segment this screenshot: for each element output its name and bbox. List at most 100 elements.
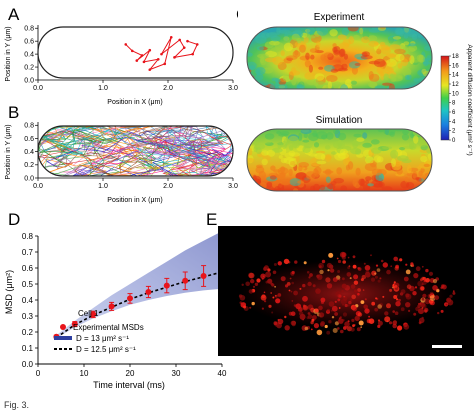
fluorescence-spot — [245, 281, 250, 287]
heatmap-speckle — [298, 162, 310, 168]
panel-a-cell-outline — [37, 26, 234, 79]
fluorescence-spot — [290, 290, 293, 293]
fluorescence-spot — [320, 300, 325, 304]
colorbar-tick-label: 16 — [452, 63, 459, 69]
fluorescence-spot — [313, 323, 319, 329]
fluorescence-spot — [336, 257, 339, 260]
heatmap-speckle — [316, 160, 327, 165]
fluorescence-spot — [277, 293, 282, 297]
heatmap-speckle — [247, 52, 253, 57]
fluorescence-spot — [424, 298, 431, 305]
heatmap-speckle — [365, 176, 372, 181]
fluorescence-spot — [393, 295, 398, 299]
fluorescence-spot — [422, 293, 427, 298]
panel-e: E — [206, 210, 474, 356]
fluorescence-spot — [347, 256, 350, 259]
fluorescence-spot — [413, 312, 417, 316]
heatmap-speckle — [276, 27, 281, 35]
heatmap-speckle — [270, 47, 282, 53]
heatmap-speckle — [297, 180, 304, 184]
heatmap-speckle — [343, 53, 348, 60]
msd-fit-d12-5 — [55, 271, 223, 339]
heatmap-speckle — [389, 44, 401, 51]
y-tick-label: 0.4 — [22, 296, 34, 305]
fluorescence-spot — [338, 317, 341, 320]
msd-point — [127, 295, 133, 302]
heatmap-speckle — [272, 56, 283, 66]
fluorescence-spot — [421, 307, 424, 309]
fluorescence-spot — [403, 276, 409, 282]
heatmap-speckle — [370, 139, 380, 145]
fluorescence-spot — [250, 279, 255, 284]
fluorescence-spot — [283, 258, 290, 265]
heatmap-speckle — [409, 55, 415, 65]
heatmap-speckle — [281, 140, 288, 150]
heatmap-speckle — [353, 133, 362, 138]
fluorescence-spot — [334, 321, 339, 326]
heatmap-speckle — [338, 132, 347, 141]
fluorescence-spot — [425, 268, 429, 273]
fluorescence-spot — [396, 298, 399, 301]
colorbar-tick-label: 2 — [452, 129, 456, 135]
fluorescence-spot — [392, 310, 396, 313]
x-tick-label: 1.0 — [98, 183, 108, 190]
x-tick-label: 2.0 — [163, 85, 173, 92]
fluorescence-spot — [346, 272, 352, 277]
heatmap-speckle — [304, 60, 311, 68]
heatmap-speckle — [333, 129, 340, 135]
fluorescence-spot — [309, 273, 313, 277]
heatmap-speckle — [263, 140, 272, 144]
fluorescence-spot — [377, 279, 381, 283]
fluorescence-spot — [420, 302, 426, 308]
fluorescence-spot — [316, 329, 323, 336]
heatmap-speckle — [382, 82, 392, 86]
colorbar-tick-label: 10 — [452, 91, 459, 97]
heatmap-speckle — [418, 54, 425, 63]
heatmap-speckle — [270, 165, 276, 171]
fluorescence-spot — [312, 284, 316, 288]
heatmap-speckle — [376, 48, 382, 55]
simulated-trajectory — [38, 126, 219, 147]
fluorescence-spot — [360, 278, 364, 282]
heatmap-speckle — [426, 55, 432, 61]
heatmap-speckle — [420, 155, 428, 163]
heatmap-speckle — [339, 148, 348, 156]
heatmap-speckle — [333, 81, 342, 89]
heatmap-speckle — [388, 37, 394, 44]
heatmap-speckle — [364, 162, 377, 172]
heatmap-speckle — [358, 178, 365, 186]
panel-a: A 0.0 1.0 2.0 3.0 0.0 0.2 0.4 0.6 0.8 Position … — [5, 5, 238, 106]
fluorescence-spot — [338, 278, 341, 281]
panel-b-trajectories — [38, 126, 233, 176]
y-tick-label: 0.4 — [24, 52, 34, 59]
fluorescence-spot — [291, 270, 295, 275]
heatmap-speckle — [309, 48, 318, 53]
heatmap-speckle — [400, 180, 410, 189]
heatmap-speckle — [273, 169, 281, 173]
heatmap-speckle — [313, 78, 319, 87]
fluorescence-spot — [350, 284, 356, 289]
fluorescence-spot — [388, 321, 393, 325]
heatmap-speckle — [330, 68, 339, 73]
x-tick-label: 3.0 — [228, 85, 238, 92]
fluorescence-spot — [308, 276, 311, 279]
fluorescence-spot — [340, 298, 347, 305]
fluorescence-spot — [327, 269, 330, 272]
heatmap-speckle — [256, 164, 263, 169]
panel-b-cell-outline — [37, 125, 234, 177]
fluorescence-spot — [414, 286, 418, 289]
fluorescence-spot — [424, 307, 429, 313]
heatmap-speckle — [271, 147, 283, 153]
fluorescence-spot — [352, 255, 356, 259]
heatmap-speckle — [348, 161, 354, 170]
panel-a-x-ticks: 0.0 1.0 2.0 3.0 — [33, 80, 238, 92]
colorbar-tick-label: 4 — [452, 119, 456, 125]
fluorescence-spot — [352, 264, 357, 269]
panel-b: B 0.0 1.0 2.0 3.0 0.0 0.2 0.4 0.6 0.8 Position … — [5, 103, 238, 204]
heatmap-speckle — [401, 133, 410, 141]
heatmap-speckle — [332, 46, 338, 53]
fluorescence-spot — [344, 321, 350, 328]
fluorescence-spot — [273, 263, 277, 266]
panel-label-d: D — [8, 210, 20, 229]
